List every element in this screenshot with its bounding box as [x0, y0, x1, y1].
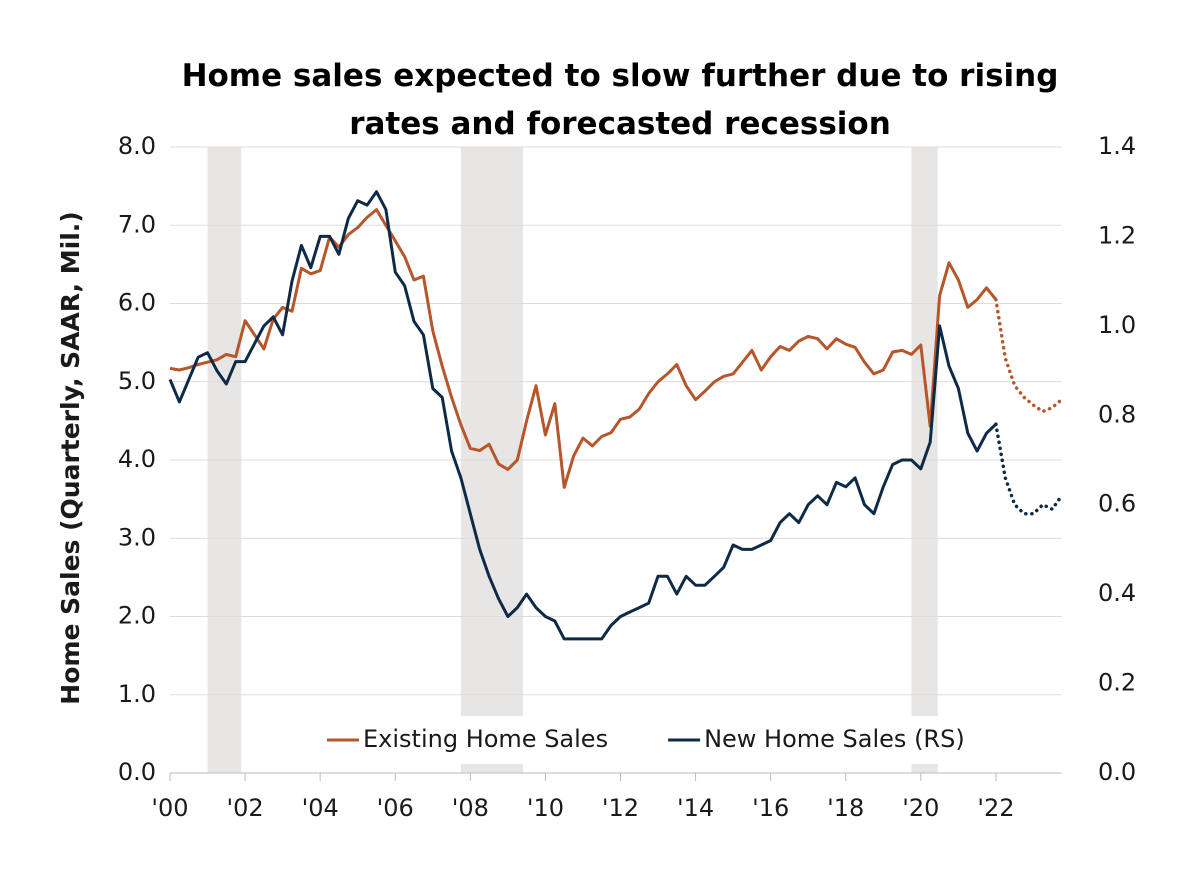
x-tick-label: '00: [151, 794, 188, 822]
legend: Existing Home Sales New Home Sales (RS): [315, 716, 1025, 764]
y-tick-label: 6.0: [118, 289, 156, 317]
chart-title: Home sales expected to slow further due …: [181, 58, 1059, 142]
x-tick-label: '12: [602, 794, 639, 822]
series-line: [168, 190, 997, 641]
forecast-line: [994, 297, 1064, 414]
y-tick-label: 7.0: [118, 210, 156, 238]
y2-tick-label: 0.2: [1098, 669, 1136, 697]
y-tick-label: 5.0: [118, 367, 156, 395]
legend-label: New Home Sales (RS): [704, 725, 965, 753]
x-tick-label: '10: [527, 794, 564, 822]
x-tick-label: '08: [452, 794, 489, 822]
y-tick-label: 4.0: [118, 445, 156, 473]
x-tick-label: '16: [752, 794, 789, 822]
y2-tick-label: 0.8: [1098, 400, 1136, 428]
legend-label: Existing Home Sales: [363, 725, 608, 753]
x-tick-label: '14: [677, 794, 714, 822]
y-tick-label: 2.0: [118, 602, 156, 630]
forecast-line: [994, 422, 1064, 516]
x-tick-label: '22: [977, 794, 1014, 822]
y2-tick-label: 0.0: [1098, 758, 1136, 786]
y2-tick-label: 1.4: [1098, 132, 1136, 160]
y-tick-label: 8.0: [118, 132, 156, 160]
x-tick-label: '20: [902, 794, 939, 822]
x-tick-label: '02: [227, 794, 264, 822]
y2-tick-label: 1.2: [1098, 221, 1136, 249]
series-line: [169, 208, 998, 489]
x-tick-label: '04: [302, 794, 339, 822]
x-tick-label: '18: [827, 794, 864, 822]
y-axis-label: Home Sales (Quarterly, SAAR, Mil.): [56, 211, 85, 704]
y-tick-label: 0.0: [118, 758, 156, 786]
y-tick-label: 3.0: [118, 523, 156, 551]
y-tick-label: 1.0: [118, 680, 156, 708]
y2-tick-label: 1.0: [1098, 311, 1136, 339]
y2-tick-label: 0.4: [1098, 579, 1136, 607]
y2-tick-label: 0.6: [1098, 490, 1136, 518]
x-tick-label: '06: [377, 794, 414, 822]
